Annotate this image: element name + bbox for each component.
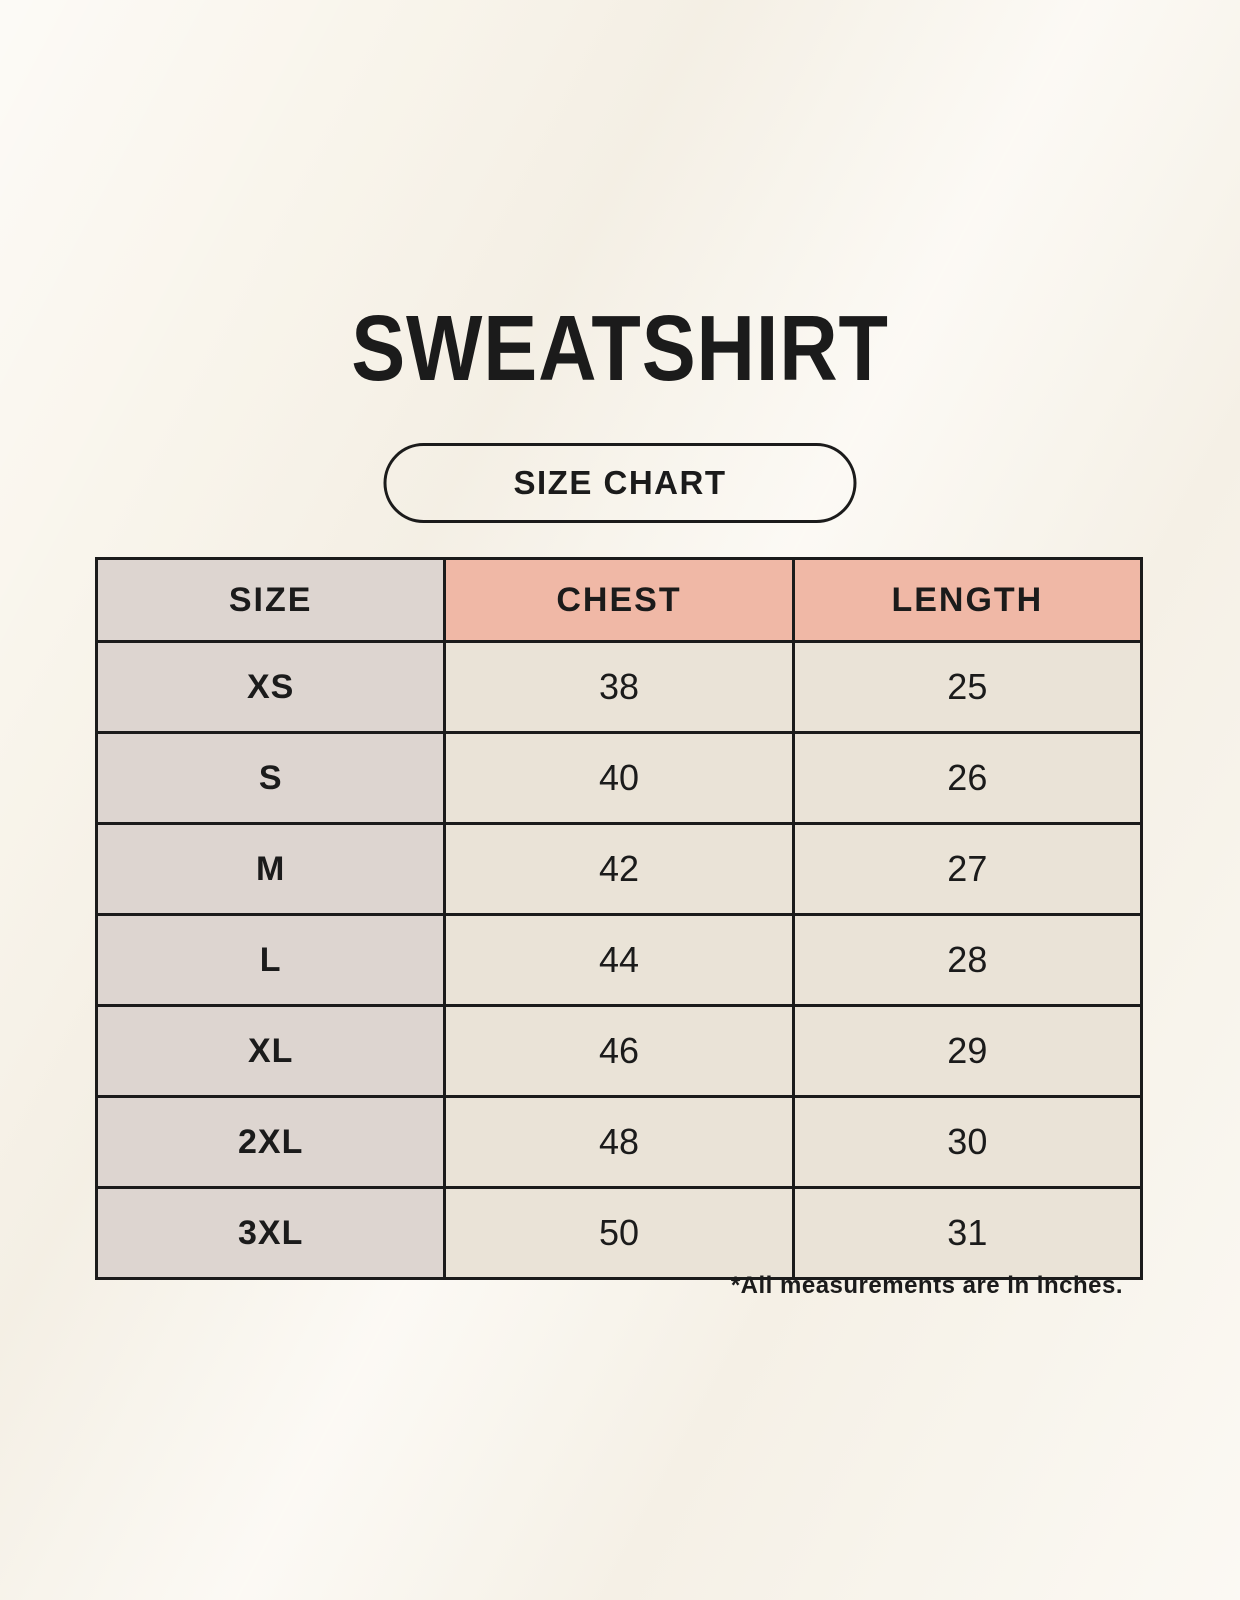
length-value: 31 bbox=[791, 1186, 1144, 1280]
size-label: S bbox=[94, 731, 447, 825]
size-label: XS bbox=[94, 640, 447, 734]
page-title: SWEATSHIRT bbox=[351, 296, 889, 400]
chest-value: 46 bbox=[443, 1004, 795, 1098]
chest-value: 48 bbox=[443, 1095, 795, 1189]
size-label: 3XL bbox=[94, 1186, 447, 1280]
length-value: 28 bbox=[791, 913, 1144, 1007]
table-row: L 44 28 bbox=[94, 913, 1144, 1007]
size-label: XL bbox=[94, 1004, 447, 1098]
table-row: M 42 27 bbox=[94, 822, 1144, 916]
chest-value: 40 bbox=[443, 731, 795, 825]
length-value: 26 bbox=[791, 731, 1144, 825]
size-label: 2XL bbox=[94, 1095, 447, 1189]
table-row: 2XL 48 30 bbox=[94, 1095, 1144, 1189]
length-value: 25 bbox=[791, 640, 1144, 734]
table-row: 3XL 50 31 bbox=[94, 1186, 1144, 1280]
length-value: 30 bbox=[791, 1095, 1144, 1189]
chest-value: 44 bbox=[443, 913, 795, 1007]
table-row: S 40 26 bbox=[94, 731, 1144, 825]
table-body: XS 38 25 S 40 26 M 42 27 L 44 28 XL 46 29 2XL 48 30 3XL 50 3… bbox=[94, 640, 1144, 1280]
column-header-length: LENGTH bbox=[791, 557, 1144, 643]
size-chart-button[interactable]: SIZE CHART bbox=[383, 443, 857, 523]
chest-value: 50 bbox=[443, 1186, 795, 1280]
size-label: L bbox=[94, 913, 447, 1007]
chest-value: 42 bbox=[443, 822, 795, 916]
table-header-row: SIZE CHEST LENGTH bbox=[94, 557, 1144, 643]
table-row: XS 38 25 bbox=[94, 640, 1144, 734]
chest-value: 38 bbox=[443, 640, 795, 734]
column-header-size: SIZE bbox=[94, 557, 447, 643]
size-chart-table: SIZE CHEST LENGTH XS 38 25 S 40 26 M 42 27 L 44 28 X… bbox=[94, 557, 1144, 1280]
table-row: XL 46 29 bbox=[94, 1004, 1144, 1098]
size-chart-button-label: SIZE CHART bbox=[513, 464, 727, 501]
column-header-chest: CHEST bbox=[443, 557, 795, 643]
measurements-footnote: *All measurements are in inches. bbox=[730, 1272, 1123, 1299]
size-label: M bbox=[94, 822, 447, 916]
length-value: 27 bbox=[791, 822, 1144, 916]
length-value: 29 bbox=[791, 1004, 1144, 1098]
